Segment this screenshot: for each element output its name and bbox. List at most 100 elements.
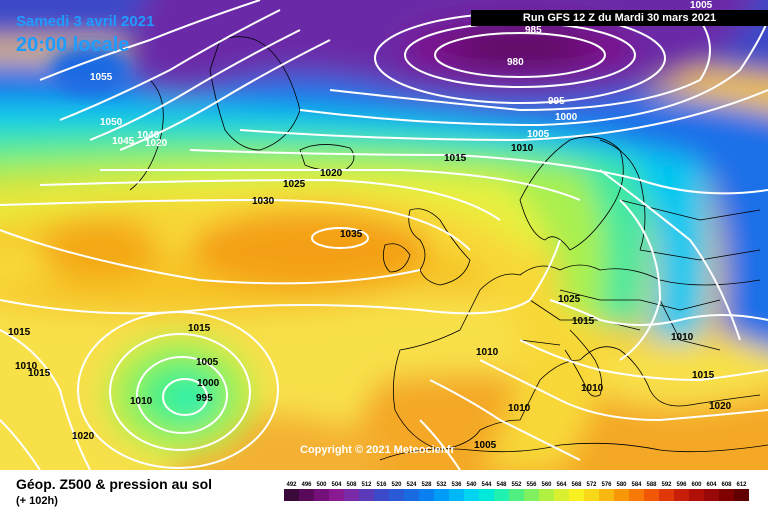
isobar-label: 1035 bbox=[340, 229, 363, 240]
legend-swatch bbox=[344, 489, 359, 501]
legend-swatch bbox=[554, 489, 569, 501]
legend-tick-label: 580 bbox=[616, 482, 627, 488]
legend-swatch bbox=[644, 489, 659, 501]
legend-swatch bbox=[479, 489, 494, 501]
isobar-label: 1020 bbox=[72, 431, 95, 442]
legend-swatch bbox=[599, 489, 614, 501]
isobar-label: 980 bbox=[507, 57, 524, 68]
legend-tick-label: 516 bbox=[376, 482, 387, 488]
legend-tick-label: 508 bbox=[346, 482, 357, 488]
isobar-label: 1010 bbox=[581, 383, 604, 394]
legend-swatch bbox=[494, 489, 509, 501]
isobar-label: 1020 bbox=[709, 401, 732, 412]
color-scale-legend: 492 496 500 504 508 512 516 520 524 528 532 536 540 5… bbox=[284, 482, 749, 501]
isobar-label: 995 bbox=[196, 393, 213, 404]
legend-swatch bbox=[449, 489, 464, 501]
legend-tick-label: 608 bbox=[721, 482, 732, 488]
legend-swatch bbox=[734, 489, 749, 501]
copyright-text: Copyright © 2021 Meteociel.fr bbox=[300, 444, 455, 456]
legend-tick-label: 584 bbox=[631, 482, 642, 488]
legend-swatch bbox=[434, 489, 449, 501]
legend-swatch bbox=[464, 489, 479, 501]
isobar-label: 1005 bbox=[196, 357, 219, 368]
field-detail bbox=[50, 45, 130, 95]
forecast-date: Samedi 3 avril 2021 bbox=[16, 13, 155, 30]
forecast-lead-time: (+ 102h) bbox=[16, 495, 58, 507]
isobar-label: 995 bbox=[548, 96, 565, 107]
legend-tick-label: 504 bbox=[331, 482, 342, 488]
legend-swatch bbox=[329, 489, 344, 501]
isobar-label: 1040 bbox=[137, 130, 160, 141]
legend-tick-label: 564 bbox=[556, 482, 567, 488]
legend-swatch bbox=[374, 489, 389, 501]
legend-swatch bbox=[419, 489, 434, 501]
legend-tick-label: 556 bbox=[526, 482, 537, 488]
legend-tick-label: 496 bbox=[301, 482, 312, 488]
isobar-label: 1005 bbox=[690, 0, 713, 11]
legend-tick-label: 604 bbox=[706, 482, 717, 488]
legend-tick-label: 492 bbox=[286, 482, 297, 488]
model-run-info: Run GFS 12 Z du Mardi 30 mars 2021 bbox=[471, 10, 768, 26]
forecast-time: 20:00 locale bbox=[16, 34, 130, 56]
legend-swatch bbox=[629, 489, 644, 501]
legend-tick-label: 572 bbox=[586, 482, 597, 488]
legend-tick-label: 524 bbox=[406, 482, 417, 488]
legend-swatch bbox=[689, 489, 704, 501]
legend-swatch bbox=[539, 489, 554, 501]
legend-tick-label: 500 bbox=[316, 482, 327, 488]
isobar-label: 1030 bbox=[252, 196, 275, 207]
isobar-label: 1025 bbox=[558, 294, 581, 305]
isobar-label: 1045 bbox=[112, 136, 135, 147]
isobar-label: 985 bbox=[525, 25, 542, 36]
isobar-label: 1010 bbox=[511, 143, 534, 154]
isobar-label: 1010 bbox=[671, 332, 694, 343]
isobar-label: 1000 bbox=[555, 112, 578, 123]
legend-tick-label: 544 bbox=[481, 482, 492, 488]
isobar-label: 1015 bbox=[28, 368, 51, 379]
legend-swatch bbox=[509, 489, 524, 501]
legend-tick-label: 536 bbox=[451, 482, 462, 488]
isobar-label: 1000 bbox=[197, 378, 220, 389]
legend-swatch bbox=[299, 489, 314, 501]
legend-tick-label: 612 bbox=[736, 482, 747, 488]
legend-swatch bbox=[584, 489, 599, 501]
legend-swatch bbox=[524, 489, 539, 501]
legend-tick-label: 552 bbox=[511, 482, 522, 488]
isobar-label: 1015 bbox=[8, 327, 31, 338]
isobar-label: 1010 bbox=[476, 347, 499, 358]
legend-swatch bbox=[314, 489, 329, 501]
isobar-label: 1055 bbox=[90, 72, 113, 83]
isobar-label: 1050 bbox=[100, 117, 123, 128]
legend-swatch bbox=[389, 489, 404, 501]
legend-tick-label: 596 bbox=[676, 482, 687, 488]
legend-swatch bbox=[284, 489, 299, 501]
isobar-label: 1005 bbox=[474, 440, 497, 451]
legend-tick-label: 512 bbox=[361, 482, 372, 488]
isobar-label: 1010 bbox=[130, 396, 153, 407]
legend-swatch bbox=[704, 489, 719, 501]
isobar-label: 1015 bbox=[188, 323, 211, 334]
legend-swatch bbox=[359, 489, 374, 501]
legend-tick-label: 540 bbox=[466, 482, 477, 488]
isobar-label: 1020 bbox=[145, 138, 168, 149]
legend-tick-label: 520 bbox=[391, 482, 402, 488]
geopotential-field bbox=[0, 0, 768, 470]
isobar-label: 1015 bbox=[444, 153, 467, 164]
legend-tick-label: 576 bbox=[601, 482, 612, 488]
legend-tick-label: 532 bbox=[436, 482, 447, 488]
isobar-label: 1020 bbox=[320, 168, 343, 179]
isobar-label: 1015 bbox=[572, 316, 595, 327]
legend-swatch bbox=[614, 489, 629, 501]
legend-tick-label: 560 bbox=[541, 482, 552, 488]
legend-swatch bbox=[659, 489, 674, 501]
legend-swatch bbox=[674, 489, 689, 501]
isobar-label: 1010 bbox=[15, 361, 38, 372]
legend-swatch bbox=[404, 489, 419, 501]
legend-tick-label: 548 bbox=[496, 482, 507, 488]
isobar-label: 1015 bbox=[692, 370, 715, 381]
legend-tick-label: 592 bbox=[661, 482, 672, 488]
legend-swatch bbox=[569, 489, 584, 501]
